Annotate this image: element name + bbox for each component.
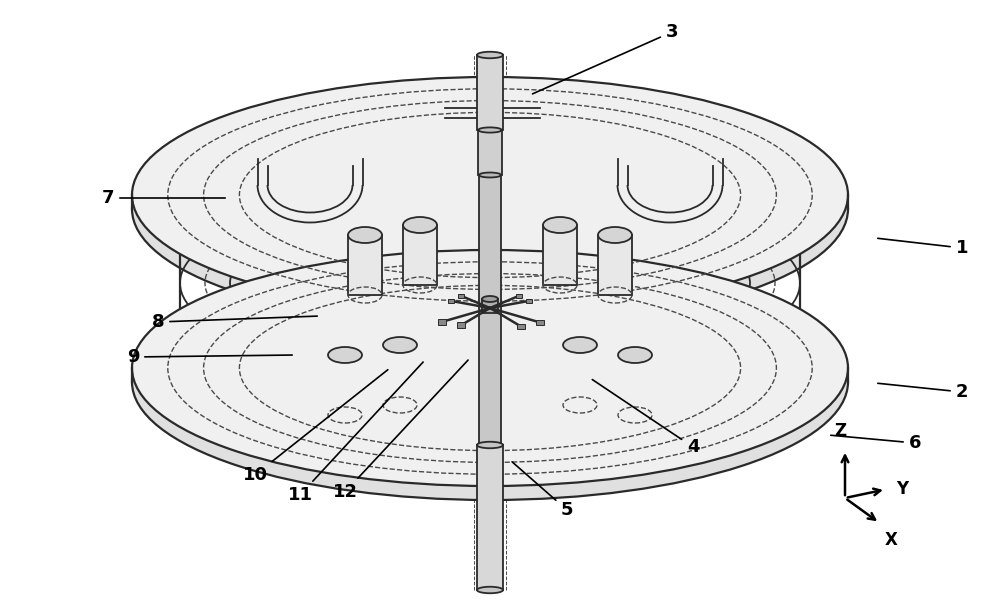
Text: 7: 7 <box>102 189 225 207</box>
Bar <box>526 299 532 303</box>
Ellipse shape <box>482 296 498 302</box>
Text: 8: 8 <box>152 313 317 331</box>
Bar <box>458 294 464 298</box>
Ellipse shape <box>598 227 632 243</box>
Ellipse shape <box>132 250 848 486</box>
Text: 9: 9 <box>127 348 292 366</box>
Text: 11: 11 <box>288 362 423 504</box>
Bar <box>482 299 498 313</box>
Bar <box>383 345 417 405</box>
Bar <box>477 445 503 590</box>
Bar <box>543 225 577 285</box>
Bar <box>598 235 632 295</box>
Bar <box>517 323 525 329</box>
Bar <box>348 235 382 295</box>
Ellipse shape <box>132 77 848 313</box>
Bar <box>536 320 544 325</box>
Text: 2: 2 <box>878 383 968 401</box>
Ellipse shape <box>478 127 502 133</box>
Text: 10: 10 <box>242 370 388 484</box>
Text: Y: Y <box>896 480 908 498</box>
Ellipse shape <box>328 347 362 363</box>
Ellipse shape <box>348 227 382 243</box>
Text: Z: Z <box>834 422 846 440</box>
Bar <box>328 355 362 415</box>
Ellipse shape <box>477 442 503 448</box>
Ellipse shape <box>403 217 437 233</box>
Ellipse shape <box>477 52 503 58</box>
Bar <box>563 345 597 405</box>
Ellipse shape <box>132 91 848 327</box>
Text: X: X <box>885 531 897 549</box>
Ellipse shape <box>132 264 848 500</box>
Text: 6: 6 <box>831 434 921 452</box>
Bar <box>516 294 522 298</box>
Bar <box>618 355 652 415</box>
Bar <box>477 55 503 130</box>
Ellipse shape <box>543 217 577 233</box>
Text: 3: 3 <box>533 23 678 94</box>
Text: 12: 12 <box>332 360 468 501</box>
Bar <box>478 130 502 175</box>
Ellipse shape <box>383 337 417 353</box>
Ellipse shape <box>479 173 501 178</box>
Bar <box>403 225 437 285</box>
Text: 4: 4 <box>592 379 699 456</box>
Bar <box>457 322 465 328</box>
Bar <box>438 319 446 325</box>
Ellipse shape <box>477 587 503 593</box>
Ellipse shape <box>563 337 597 353</box>
Bar <box>479 175 501 445</box>
Text: 5: 5 <box>512 462 573 519</box>
Bar <box>448 299 454 303</box>
Ellipse shape <box>618 347 652 363</box>
Text: 1: 1 <box>878 239 968 257</box>
